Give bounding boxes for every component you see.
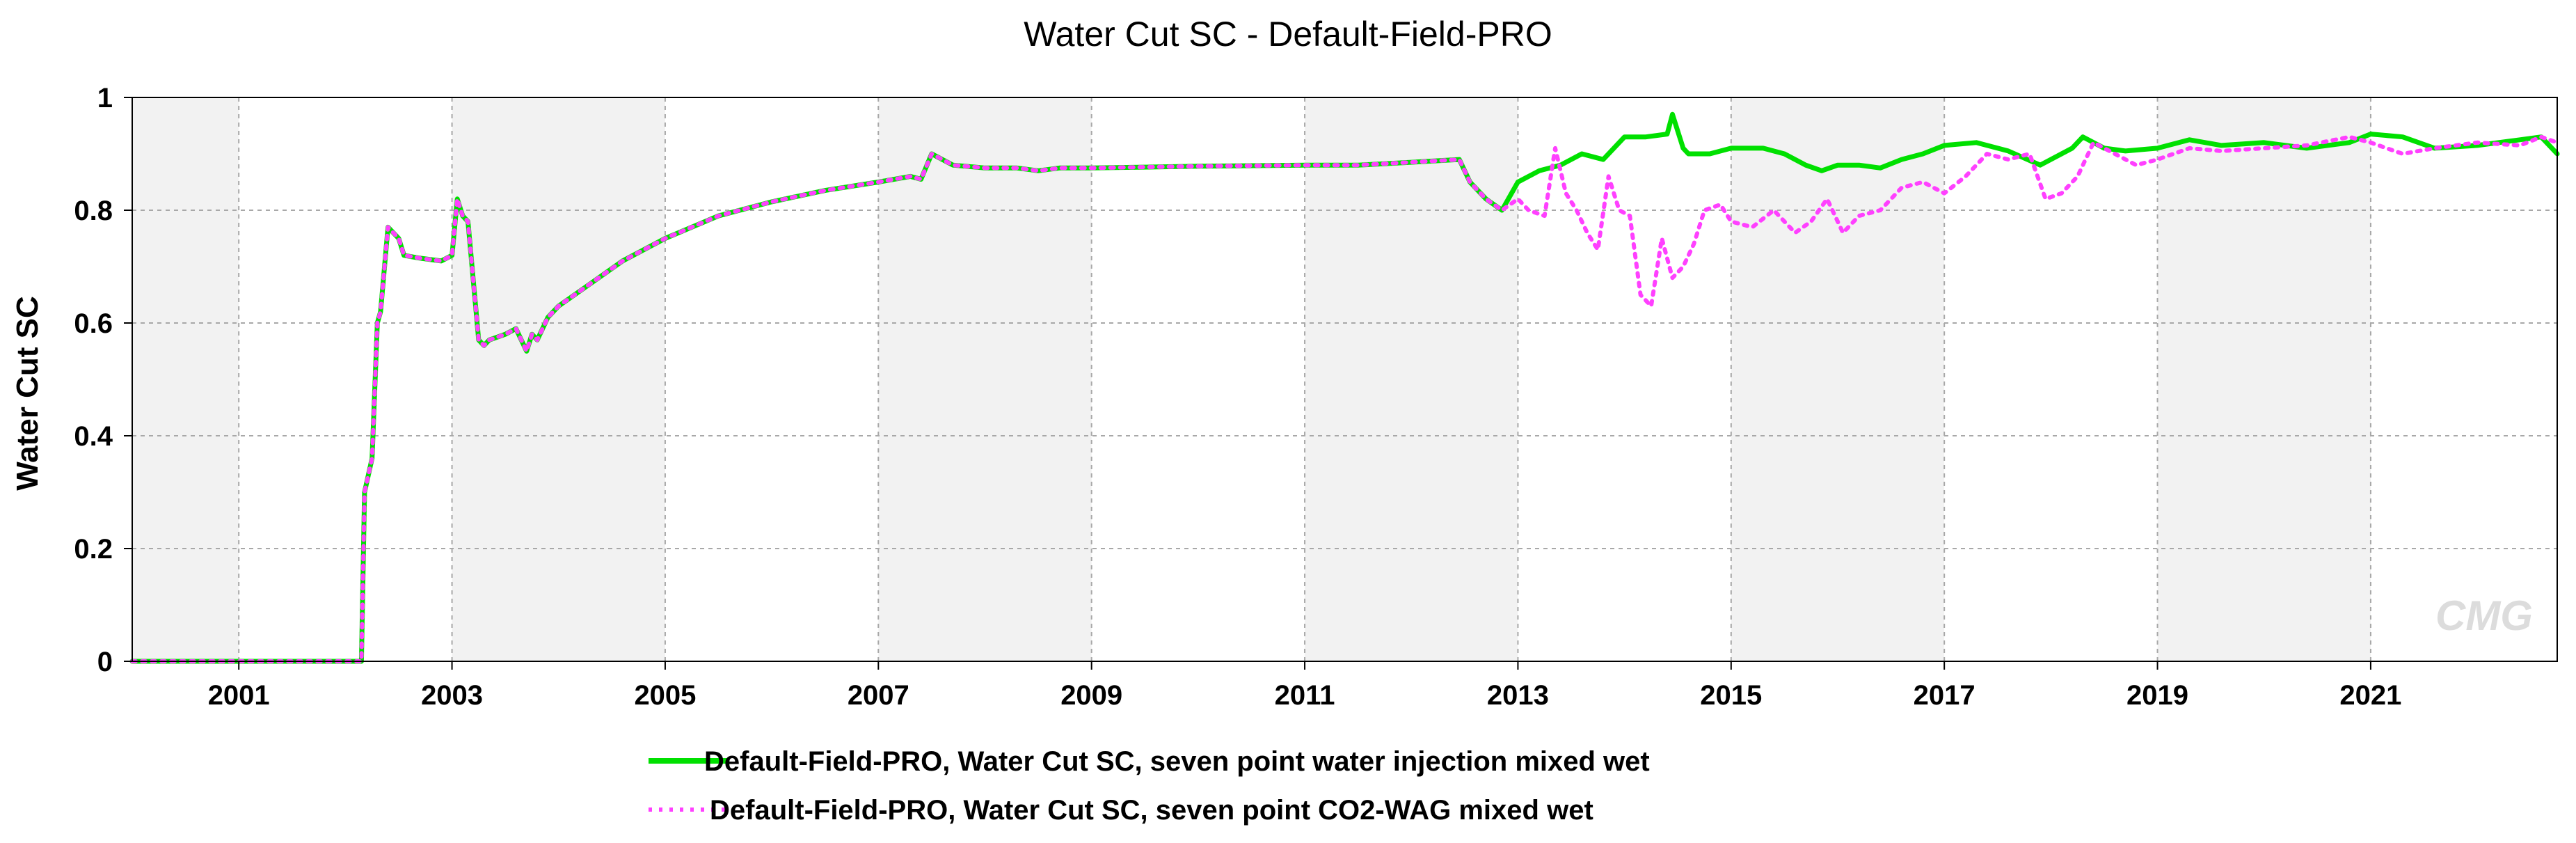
plot-band [132, 97, 239, 661]
series-layer [129, 111, 2560, 664]
y-axis-label: Water Cut SC [10, 296, 45, 491]
x-tick-label: 2019 [2126, 680, 2188, 711]
x-axis-ticks: 2001 2003 2005 2007 2009 2011 2013 2015 2017 2019… [208, 661, 2401, 711]
y-tick-label: 0.6 [74, 308, 113, 339]
plot-frame [132, 97, 2558, 662]
plot-band [1305, 97, 1518, 661]
x-tick-label: 2011 [1275, 680, 1335, 711]
plot-band [2157, 97, 2371, 661]
x-tick-label: 2007 [848, 680, 909, 711]
plot-band [1731, 97, 1945, 661]
y-tick-label: 0.2 [74, 534, 113, 565]
chart-title: Water Cut SC - Default-Field-PRO [1024, 15, 1552, 54]
legend-label-1: Default-Field-PRO, Water Cut SC, seven p… [704, 746, 1650, 777]
y-tick-label: 0 [97, 647, 113, 677]
x-tick-label: 2005 [634, 680, 696, 711]
x-tick-label: 2015 [1700, 680, 1762, 711]
axes [132, 97, 2558, 662]
legend-label-2: Default-Field-PRO, Water Cut SC, seven p… [710, 795, 1593, 826]
y-axis-ticks: 0 0.2 0.4 0.6 0.8 1 [74, 83, 132, 677]
cmg-watermark: CMG [2435, 592, 2533, 639]
x-tick-label: 2009 [1060, 680, 1122, 711]
x-tick-label: 2013 [1487, 680, 1549, 711]
x-tick-label: 2001 [208, 680, 270, 711]
y-tick-label: 0.8 [74, 196, 113, 226]
x-tick-label: 2017 [1914, 680, 1975, 711]
series-line-2 [130, 134, 2559, 663]
x-tick-label: 2021 [2339, 680, 2401, 711]
plot-band [452, 97, 665, 661]
x-tick-label: 2003 [421, 680, 483, 711]
plot-band [878, 97, 1092, 661]
plot-background [132, 97, 2557, 661]
legend: Default-Field-PRO, Water Cut SC, seven p… [649, 746, 1650, 826]
y-tick-label: 0.4 [74, 421, 113, 452]
y-tick-label: 1 [97, 83, 113, 113]
